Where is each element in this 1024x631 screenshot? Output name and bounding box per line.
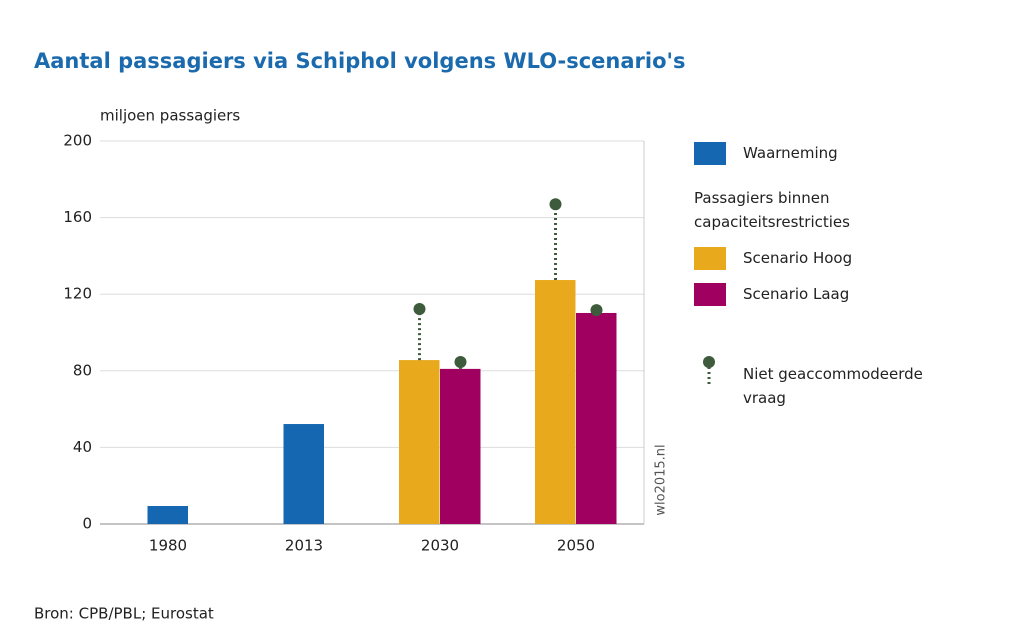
bar [147,505,188,524]
y-tick-label: 40 [73,438,92,456]
x-tick-label: 1980 [149,537,187,555]
y-tick-label: 200 [63,132,92,150]
demand-dot [413,302,426,315]
bar [283,424,324,524]
legend-swatch [694,142,726,165]
y-tick-label: 160 [63,208,92,226]
legend-demand-dot [703,356,715,368]
legend-label: Scenario Laag [743,285,850,303]
legend-label: Scenario Hoog [743,249,853,267]
legend-group-title: Passagiers binnen capaciteitsrestricties [694,189,850,231]
source: Bron: CPB/PBL; Eurostat [34,605,214,623]
legend-label: Niet geaccommodeerde vraag [743,365,923,407]
demand-dot [590,304,603,317]
legend-swatch [694,247,726,270]
legend-label: Waarneming [743,144,838,162]
bar [399,360,440,524]
legend-swatch [694,283,726,306]
y-axis-label: miljoen passagiers [100,107,240,125]
demand-dot [454,355,467,368]
chart-title: Aantal passagiers via Schiphol volgens W… [34,49,685,73]
demand-dot [549,198,562,211]
x-tick-label: 2013 [285,537,323,555]
y-tick-label: 120 [63,285,92,303]
x-tick-label: 2050 [557,537,595,555]
bar [535,280,576,524]
y-tick-label: 80 [73,361,92,379]
bar [440,368,481,524]
watermark: wlo2015.nl [654,444,669,515]
y-tick-label: 0 [82,515,92,533]
x-tick-label: 2030 [421,537,459,555]
bar [576,312,617,524]
